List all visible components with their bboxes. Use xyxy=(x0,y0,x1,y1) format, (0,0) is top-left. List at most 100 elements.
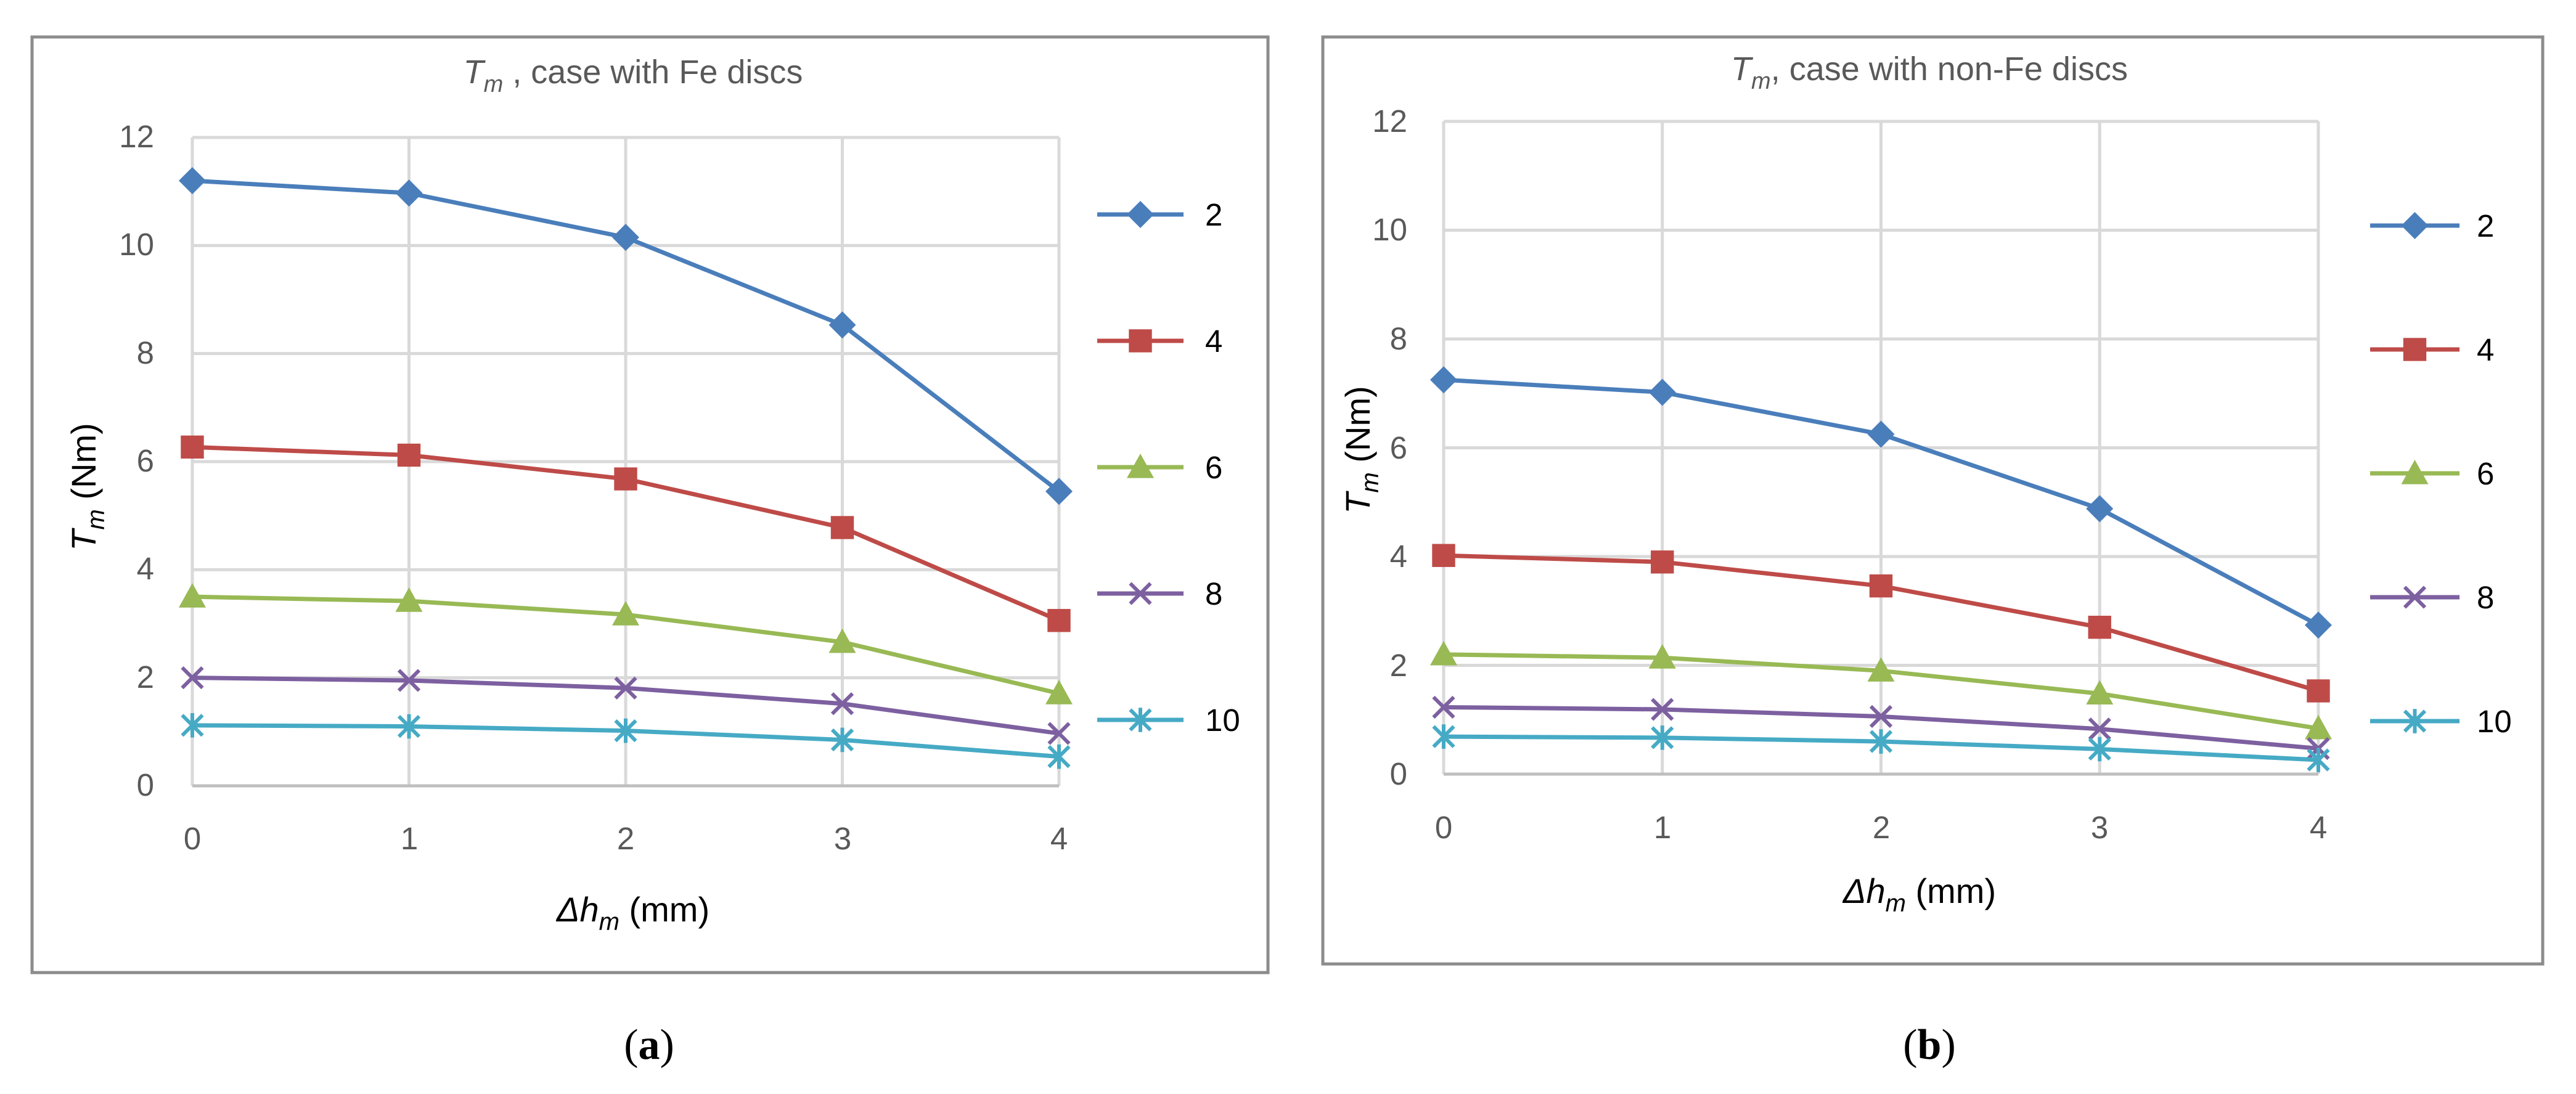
chart-a-x-tick: 0 xyxy=(184,821,201,856)
chart-a-x-ticks: 0 1 2 3 4 xyxy=(184,821,1068,856)
chart-a-y-tick: 0 xyxy=(137,767,154,802)
chart-b-series-8-point xyxy=(1432,695,1455,719)
chart-a-y-tick: 10 xyxy=(119,227,154,262)
chart-b-y-axis-label: Tm (Nm) xyxy=(1338,386,1384,514)
chart-a-frame xyxy=(30,35,1270,974)
chart-b-series-2-point xyxy=(1430,366,1457,394)
chart-b-series-4-point xyxy=(1432,544,1455,567)
chart-a-y-ticks: 0 2 4 6 8 10 12 xyxy=(119,119,154,802)
chart-a-x-tick: 1 xyxy=(401,821,418,856)
chart-a-series-6-point xyxy=(612,601,639,626)
chart-a-y-tick: 8 xyxy=(137,335,154,370)
chart-a-series-6-point xyxy=(395,587,423,612)
chart-a-series-4-point xyxy=(397,443,421,467)
chart-a-series-8-point xyxy=(614,676,637,700)
chart-b-series-2-point xyxy=(1867,420,1895,448)
chart-b-legend-markers xyxy=(2370,212,2459,733)
chart-b-series-10-point xyxy=(2088,737,2111,762)
chart-b-series-6-point xyxy=(1430,640,1457,666)
chart-a-series-2-point xyxy=(612,224,639,251)
chart-a-series-4-point xyxy=(181,435,204,459)
chart-b-x-tick: 2 xyxy=(1873,810,1890,845)
chart-a-series-10-point xyxy=(614,718,637,743)
chart-a-series-8-point xyxy=(181,666,204,690)
chart-a-legend-label: 6 xyxy=(1205,450,1222,485)
chart-b-legend-label: 2 xyxy=(2477,208,2494,243)
panel-label-a: (a) xyxy=(624,1021,674,1069)
chart-a-series-4-point xyxy=(1047,609,1071,632)
chart-b-y-tick: 4 xyxy=(1390,539,1407,574)
chart-panel-b: Tm, case with non-Fe discs 0 2 4 6 8 10 … xyxy=(1321,35,2545,1069)
chart-b-series-8-point xyxy=(1869,704,1893,729)
chart-a-legend-label: 10 xyxy=(1205,703,1240,738)
chart-a-legend-marker-2 xyxy=(1127,201,1154,228)
chart-b-legend-label: 10 xyxy=(2477,704,2512,739)
chart-a-y-axis-label: Tm (Nm) xyxy=(64,423,110,551)
chart-a-series-10-point xyxy=(181,713,204,738)
chart-a-series-2-point xyxy=(828,311,856,339)
chart-b-legend-label: 8 xyxy=(2477,580,2494,615)
chart-a-legend: 2 4 6 8 10 xyxy=(1097,197,1240,738)
chart-a-x-tick: 3 xyxy=(834,821,851,856)
panel-label-b: (b) xyxy=(1903,1021,1956,1069)
chart-a-series-6-point xyxy=(828,628,856,653)
chart-b-x-tick: 0 xyxy=(1435,810,1452,845)
chart-b-series-6-point xyxy=(2305,714,2332,740)
chart-b-series-2-point xyxy=(1648,378,1676,406)
chart-a-x-tick: 2 xyxy=(617,821,634,856)
chart-b-frame xyxy=(1321,35,2545,966)
chart-a-legend-markers xyxy=(1097,201,1184,732)
chart-a-legend-marker-10 xyxy=(1129,708,1152,732)
chart-b-x-tick: 4 xyxy=(2310,810,2327,845)
chart-b-series-4-point xyxy=(1651,550,1674,574)
chart-b-series-2-point xyxy=(2086,495,2114,523)
chart-b-series-8-point xyxy=(1651,698,1674,721)
chart-a-legend-marker-8 xyxy=(1129,582,1152,605)
chart-b-series-10-point xyxy=(1432,724,1455,749)
chart-a-series-8-point xyxy=(397,669,421,692)
chart-a-legend-label: 4 xyxy=(1205,324,1222,359)
chart-b-legend-marker-8 xyxy=(2403,586,2427,609)
chart-a-series-8-point xyxy=(830,692,854,716)
chart-b-legend-marker-10 xyxy=(2403,709,2427,733)
chart-b-x-axis-label: Δhm (mm) xyxy=(1842,872,1996,917)
chart-a-y-tick: 2 xyxy=(137,659,154,695)
chart-b-y-tick: 8 xyxy=(1390,321,1407,356)
chart-a-legend-marker-4 xyxy=(1129,329,1152,353)
chart-b-series-8-point xyxy=(2088,717,2111,741)
chart-a-series-6-point xyxy=(179,583,206,608)
chart-b-legend-marker-6 xyxy=(2401,460,2429,484)
chart-a-series-10-point xyxy=(397,714,421,739)
chart-a-series-10-point xyxy=(830,727,854,753)
chart-b-series-4-point xyxy=(2307,679,2330,703)
chart-b-series-10-point xyxy=(1651,725,1674,750)
chart-a-title: Tm , case with Fe discs xyxy=(464,54,803,97)
chart-b-legend-marker-2 xyxy=(2401,212,2429,239)
chart-a-y-tick: 6 xyxy=(137,443,154,478)
chart-a-series-2-point xyxy=(1045,478,1073,505)
chart-b-title: Tm, case with non-Fe discs xyxy=(1731,51,2128,94)
chart-a-series-4-point xyxy=(830,516,854,539)
chart-b-legend: 2 4 6 8 10 xyxy=(2370,208,2512,739)
chart-a-series-10-point xyxy=(1047,744,1071,769)
chart-b-series-6-point xyxy=(2086,680,2114,704)
chart-b-x-tick: 1 xyxy=(1654,810,1671,845)
chart-a-y-tick: 12 xyxy=(119,119,154,154)
chart-a-series-6-point xyxy=(1045,680,1073,704)
chart-b-x-tick: 3 xyxy=(2091,810,2108,845)
chart-b-y-tick: 12 xyxy=(1372,104,1407,139)
chart-a-legend-label: 2 xyxy=(1205,197,1222,232)
chart-b-series-10-point xyxy=(1869,729,1893,754)
chart-a-series-8-point xyxy=(1047,722,1071,745)
chart-a-series-2-point xyxy=(179,167,206,195)
chart-a-series xyxy=(179,167,1073,769)
chart-b-y-tick: 10 xyxy=(1372,212,1407,247)
chart-b-series-6-point xyxy=(1648,644,1676,669)
chart-a-legend-label: 8 xyxy=(1205,576,1222,611)
chart-a-y-tick: 4 xyxy=(137,551,154,586)
chart-b-series-10-point xyxy=(2307,748,2330,772)
chart-b-legend-label: 6 xyxy=(2477,456,2494,491)
chart-b-y-ticks: 0 2 4 6 8 10 12 xyxy=(1372,104,1407,791)
chart-b-series xyxy=(1430,366,2332,772)
